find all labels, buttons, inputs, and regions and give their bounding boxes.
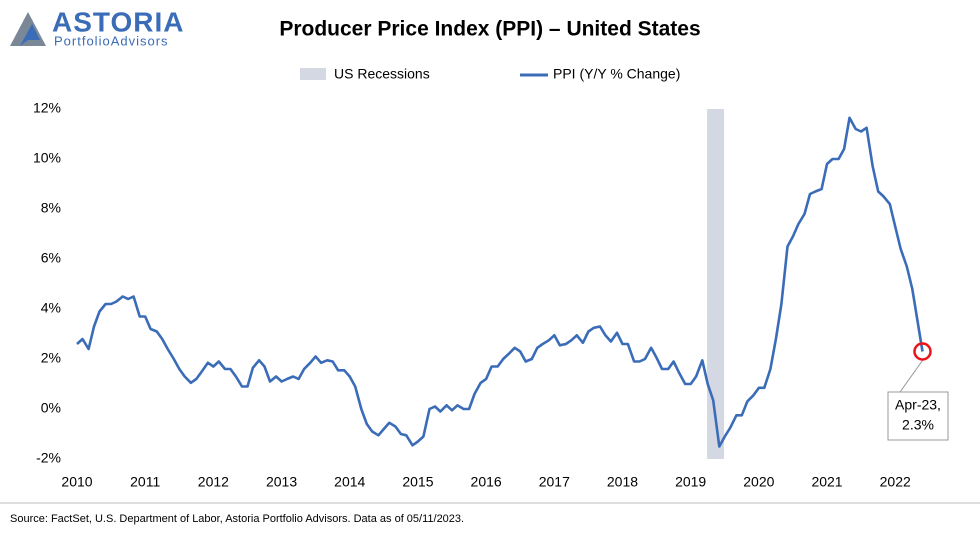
logo-name: ASTORIA [52,6,185,37]
x-tick-label: 2022 [880,474,911,490]
x-tick-label: 2021 [811,474,842,490]
annotation-text: 2.3% [902,417,934,433]
legend-label: PPI (Y/Y % Change) [553,66,680,82]
x-tick-label: 2014 [334,474,365,490]
y-tick-label: 12% [33,100,61,116]
annotation-leader [899,360,923,393]
logo-icon [20,24,40,46]
x-tick-label: 2018 [607,474,638,490]
y-tick-label: 0% [41,400,61,416]
legend-swatch [300,68,326,80]
x-tick-label: 2011 [130,474,160,490]
chart-title: Producer Price Index (PPI) – United Stat… [279,18,700,41]
annotation-box [887,391,949,441]
legend-label: US Recessions [334,66,430,82]
data-line [76,116,924,448]
y-tick-label: 6% [41,250,61,266]
x-tick-label: 2015 [402,474,433,490]
x-tick-label: 2010 [61,474,92,490]
y-tick-label: 2% [41,350,61,366]
logo: ASTORIA PortfolioAdvisors [10,6,185,48]
annotation-marker [913,342,932,361]
x-tick-label: 2020 [743,474,774,490]
x-tick-label: 2012 [198,474,229,490]
x-tick-label: 2019 [675,474,706,490]
x-tick-label: 2017 [539,474,570,490]
y-tick-label: -2% [36,450,61,466]
recession-band [707,109,725,459]
y-tick-label: 4% [41,300,61,316]
y-tick-label: 8% [41,200,61,216]
logo-tagline: PortfolioAdvisors [54,33,169,48]
x-tick-label: 2016 [471,474,502,490]
x-tick-label: 2013 [266,474,297,490]
y-tick-label: 10% [33,150,61,166]
source: Source: FactSet, U.S. Department of Labo… [10,513,464,525]
annotation-text: Apr-23, [895,397,941,413]
